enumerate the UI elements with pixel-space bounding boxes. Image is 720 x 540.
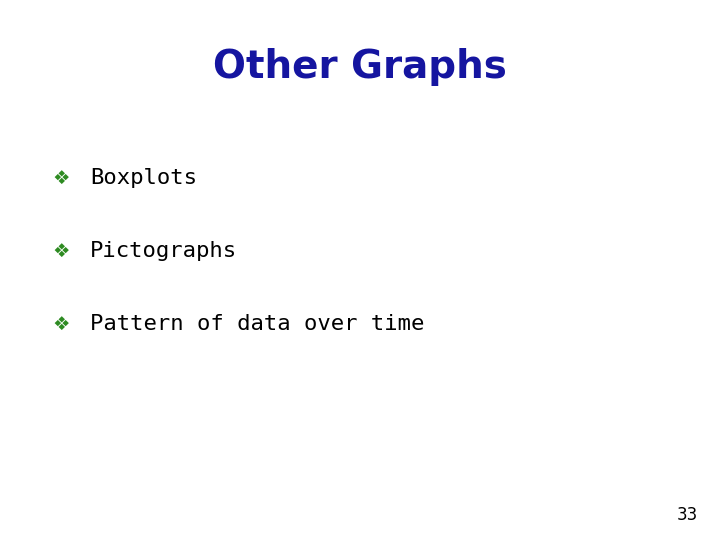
Text: ❖: ❖ xyxy=(53,241,70,261)
Text: Other Graphs: Other Graphs xyxy=(213,49,507,86)
Text: Pictographs: Pictographs xyxy=(90,241,237,261)
Text: Boxplots: Boxplots xyxy=(90,168,197,188)
Text: ❖: ❖ xyxy=(53,314,70,334)
Text: 33: 33 xyxy=(677,506,698,524)
Text: Pattern of data over time: Pattern of data over time xyxy=(90,314,424,334)
Text: ❖: ❖ xyxy=(53,168,70,188)
